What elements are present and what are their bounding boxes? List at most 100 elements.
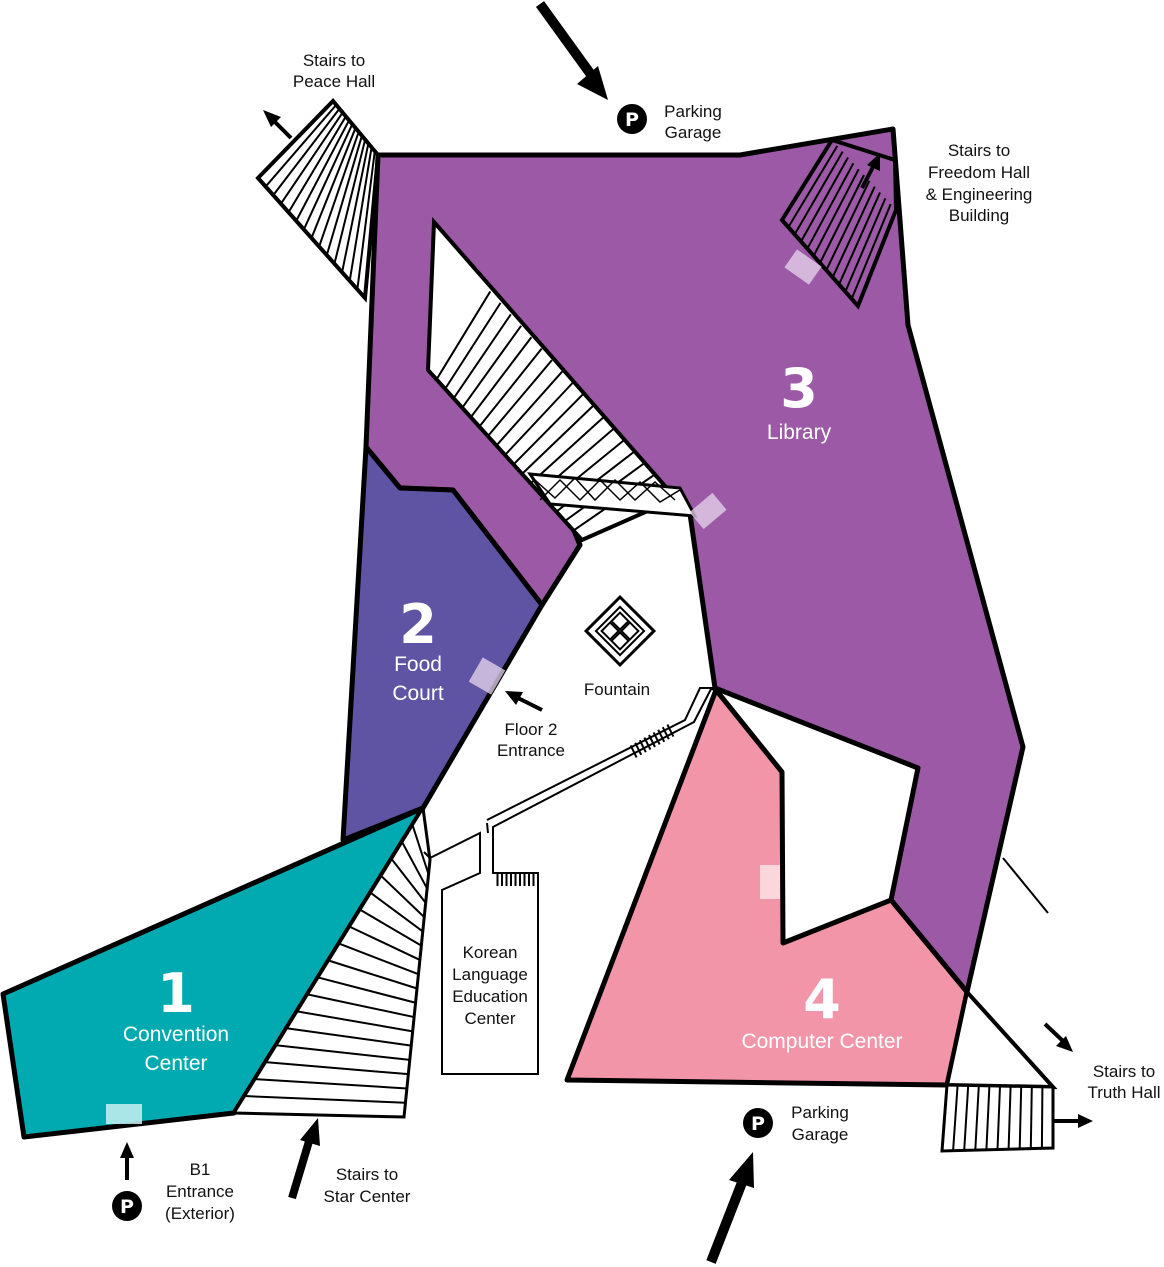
zone-food-court[interactable]: [340, 444, 545, 843]
label-stairs-peace-hall: Stairs to: [303, 51, 365, 70]
label-floor2-entrance: Entrance: [497, 741, 565, 760]
stair-step: [369, 891, 424, 933]
building-korean-language-center: [423, 687, 717, 1075]
label-stairs-star-center: Star Center: [324, 1187, 411, 1206]
stair-step: [272, 108, 341, 196]
stair-step: [952, 1085, 959, 1151]
stair-step: [341, 143, 370, 273]
stair-step: [296, 1010, 413, 1033]
stair-step: [307, 993, 415, 1019]
label-stairs-truth-hall: Truth Hall: [1087, 1083, 1160, 1102]
stair-step: [280, 112, 344, 205]
zone-number: 1: [157, 962, 195, 1025]
stair-step: [295, 119, 350, 222]
stair-step: [328, 959, 418, 990]
stair-step: [666, 724, 675, 738]
label-floor2-entrance: Floor 2: [505, 720, 558, 739]
door-icon[interactable]: [106, 249, 822, 1124]
label-korean-language-center: Language: [452, 965, 528, 984]
stair-step: [1018, 1086, 1023, 1149]
stair-step: [1007, 1086, 1012, 1150]
stair-step: [254, 1078, 407, 1090]
label-stairs-star-center: Stairs to: [336, 1165, 398, 1184]
label-b1-entrance: (Exterior): [165, 1204, 235, 1223]
stair-step: [444, 302, 502, 390]
stair-step: [264, 104, 337, 188]
label-stairs-truth-hall: Stairs to: [1093, 1062, 1155, 1081]
label-parking-garage: Parking: [791, 1103, 849, 1122]
zone-name: Convention: [123, 1023, 229, 1046]
stair-step: [495, 370, 563, 447]
zone-number: 3: [780, 357, 818, 420]
label-korean-language-center: Center: [464, 1009, 515, 1028]
zone-name: Center: [144, 1052, 207, 1075]
stair-step: [469, 336, 533, 418]
fountain-icon: [583, 594, 657, 668]
stair-step: [302, 123, 354, 230]
stair-step: [985, 1085, 991, 1150]
label-b1-entrance: B1: [190, 1160, 211, 1179]
parking-icon: P: [743, 1108, 773, 1138]
label-korean-language-center: Education: [452, 987, 528, 1006]
parking-icon: P: [112, 1191, 142, 1221]
stairs-truth-hall[interactable]: [940, 857, 1058, 1153]
stairs-star-center[interactable]: [231, 803, 432, 1119]
stair-step: [1029, 1086, 1033, 1149]
stair-step: [435, 290, 492, 380]
stair-step: [974, 1085, 980, 1151]
stair-step: [963, 1085, 970, 1151]
stair-step: [487, 359, 553, 437]
label-stairs-freedom-hall: & Engineering: [926, 185, 1033, 204]
stair-step: [380, 875, 425, 918]
stair-step: [806, 162, 855, 250]
stair-step: [634, 742, 643, 756]
parking-icon: P: [617, 104, 647, 134]
stair-step: [850, 203, 892, 300]
stair-step: [348, 147, 373, 282]
stair-step: [512, 393, 584, 466]
stair-step: [831, 186, 876, 278]
label-stairs-freedom-hall: Building: [949, 206, 1010, 225]
stair-step: [452, 313, 512, 399]
stair-step: [787, 145, 839, 228]
label-stairs-peace-hall: Peace Hall: [293, 72, 375, 91]
stair-step: [657, 729, 666, 743]
stair-step: [318, 131, 360, 247]
stair-step: [265, 1061, 409, 1076]
stair-step: [359, 908, 422, 947]
stair-step: [800, 157, 849, 242]
zone-name: Library: [767, 421, 832, 444]
stair-step: [401, 841, 428, 890]
label-fountain: Fountain: [584, 680, 650, 699]
label-parking-garage: Parking: [664, 102, 722, 121]
stair-step: [338, 942, 419, 976]
stair-step: [521, 405, 594, 475]
stair-step: [648, 734, 656, 748]
stair-step: [812, 168, 860, 257]
label-parking-garage: Garage: [792, 1125, 849, 1144]
stair-step: [317, 976, 416, 1004]
stair-step: [325, 135, 363, 256]
stair-step: [310, 127, 357, 239]
stair-step: [333, 139, 367, 264]
svg-text:P: P: [120, 1196, 134, 1218]
stair-step: [390, 858, 427, 904]
stair-step: [275, 1044, 410, 1061]
stair-step: [504, 382, 574, 456]
zone-name: Computer Center: [741, 1030, 902, 1053]
stairs-peace-hall[interactable]: [255, 98, 381, 303]
stair-step: [411, 824, 430, 875]
label-stairs-freedom-hall: Freedom Hall: [928, 163, 1030, 182]
stair-step: [349, 925, 421, 961]
stair-step: [244, 1095, 406, 1104]
stair-step: [1040, 1086, 1044, 1149]
stair-step: [844, 197, 887, 293]
stair-step: [356, 151, 376, 290]
stair-step: [838, 192, 881, 285]
stair-step: [825, 180, 871, 271]
stair-step: [661, 726, 670, 740]
stair-step: [461, 325, 522, 409]
svg-text:P: P: [625, 109, 639, 131]
stair-step: [638, 739, 647, 753]
